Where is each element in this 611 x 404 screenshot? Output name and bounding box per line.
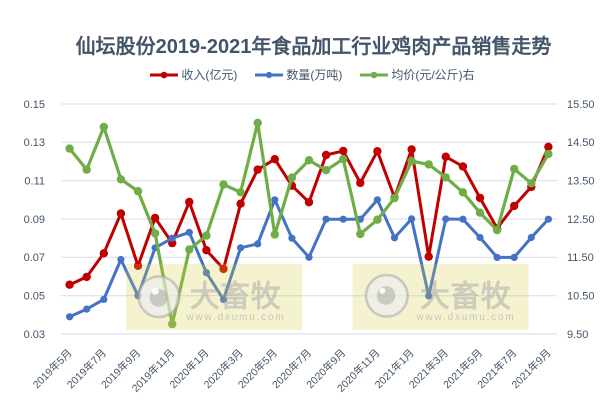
svg-text:0.09: 0.09 [24,214,45,226]
svg-text:0.03: 0.03 [24,329,45,341]
svg-text:14.50: 14.50 [567,137,595,149]
svg-text:大畜牧: 大畜牧 [420,280,512,314]
svg-text:13.50: 13.50 [567,176,595,188]
svg-text:10.50: 10.50 [567,291,595,303]
svg-text:大畜牧: 大畜牧 [190,280,282,314]
svg-text:0.11: 0.11 [24,176,45,188]
svg-text:12.50: 12.50 [567,214,595,226]
svg-text:www.dxumu.com: www.dxumu.com [186,312,286,323]
svg-text:0.13: 0.13 [24,137,45,149]
svg-text:0.05: 0.05 [24,291,45,303]
svg-text:15.50: 15.50 [567,99,595,111]
svg-text:9.50: 9.50 [567,329,588,341]
svg-text:0.07: 0.07 [24,252,45,264]
svg-text:www.dxumu.com: www.dxumu.com [416,312,516,323]
svg-text:11.50: 11.50 [567,252,594,264]
svg-text:0.15: 0.15 [24,99,45,111]
